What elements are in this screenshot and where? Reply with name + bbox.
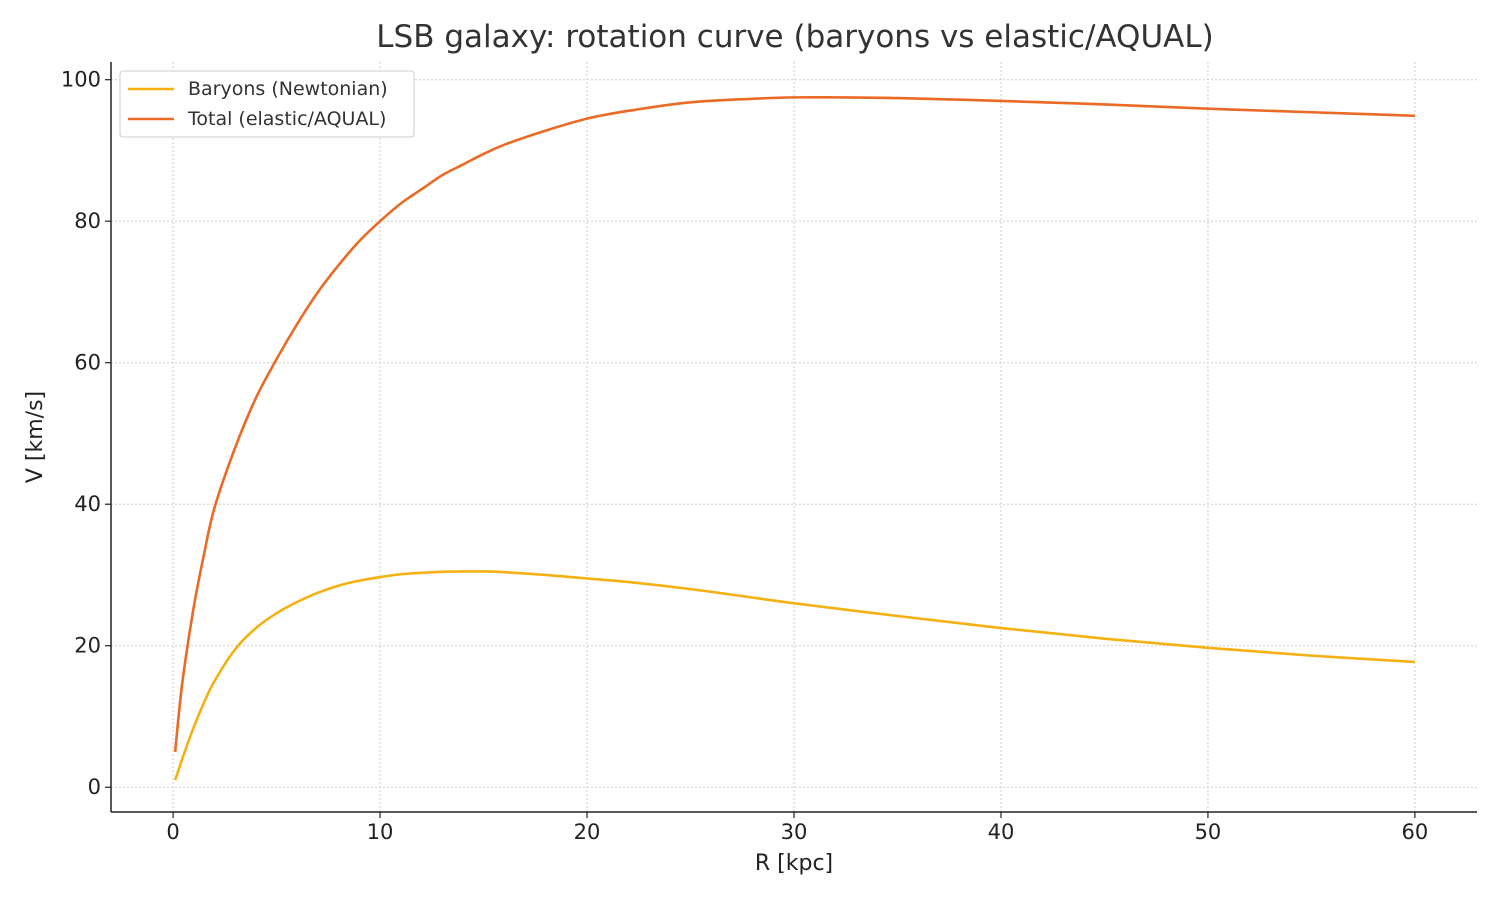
legend-label-2: Total (elastic/AQUAL) [187,108,386,130]
series-group [173,95,1415,781]
grid [111,62,1477,812]
legend-label-1: Baryons (Newtonian) [188,78,388,100]
x-axis-title: R [kpc] [755,851,833,876]
series-line-1 [173,570,1415,781]
y-tick-label: 20 [74,634,101,658]
y-tick-label: 80 [74,209,101,233]
series-line-2 [173,95,1415,752]
x-tick-label: 20 [574,820,601,844]
y-axis-title: V [km/s] [23,391,48,483]
x-tick-label: 10 [367,820,394,844]
x-tick-label: 60 [1402,820,1429,844]
y-tick-label: 40 [74,492,101,516]
y-tick-label: 100 [61,68,101,92]
y-tick-label: 60 [74,351,101,375]
x-tick-label: 30 [781,820,808,844]
chart-title: LSB galaxy: rotation curve (baryons vs e… [376,19,1213,55]
x-tick-label: 50 [1195,820,1222,844]
x-tick-label: 0 [166,820,179,844]
ticks: 0 10 20 30 40 50 60 0 20 40 60 80 100 [61,68,1428,844]
legend: Baryons (Newtonian) Total (elastic/AQUAL) [119,70,415,138]
y-tick-label: 0 [88,775,101,799]
legend-frame [119,70,415,138]
x-tick-label: 40 [988,820,1015,844]
